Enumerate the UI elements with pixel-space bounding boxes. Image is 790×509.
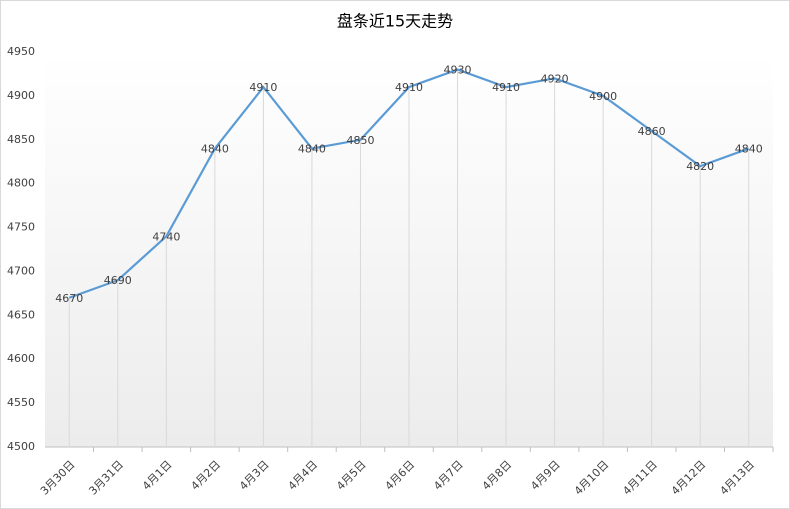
y-tick-label: 4900 [7,89,35,102]
data-label: 4920 [541,72,569,85]
chart-title: 盘条近15天走势 [337,12,453,31]
line-series [68,68,750,299]
data-label: 4860 [638,125,666,138]
data-label: 4910 [249,81,277,94]
data-label: 4690 [104,274,132,287]
y-tick-label: 4700 [7,264,35,277]
y-tick-label: 4500 [7,440,35,453]
data-label: 4910 [492,81,520,94]
data-label: 4740 [152,230,180,243]
data-label: 4910 [395,81,423,94]
data-label: 4840 [298,143,326,156]
y-tick-label: 4800 [7,177,35,190]
y-tick-label: 4750 [7,221,35,234]
data-label: 4840 [735,143,763,156]
data-label: 4900 [589,90,617,103]
data-label: 4930 [444,64,472,77]
y-tick-label: 4650 [7,308,35,321]
y-tick-label: 4550 [7,396,35,409]
y-tick-label: 4850 [7,133,35,146]
y-tick-label: 4950 [7,45,35,58]
data-label: 4850 [346,134,374,147]
data-label: 4820 [686,160,714,173]
data-label: 4840 [201,143,229,156]
data-label: 4670 [55,292,83,305]
y-tick-label: 4600 [7,352,35,365]
